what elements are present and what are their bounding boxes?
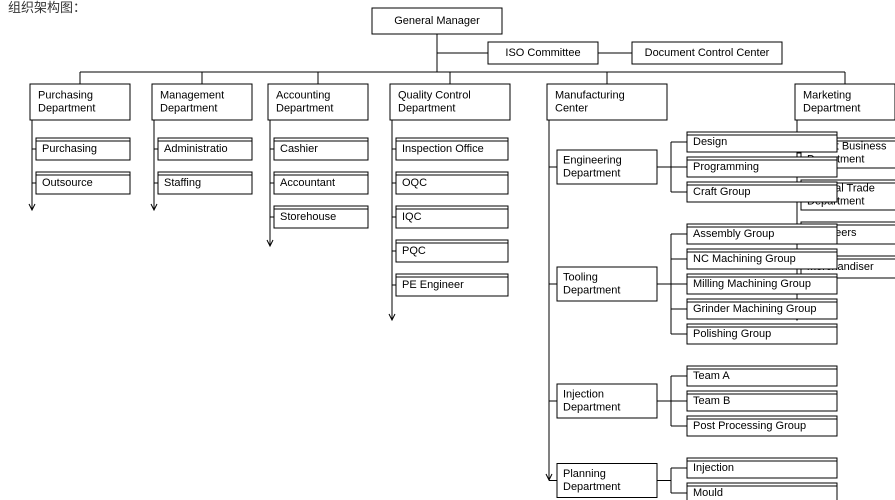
org-label: Marketing bbox=[803, 89, 851, 101]
org-label: Purchasing bbox=[38, 89, 93, 101]
org-label: Injection bbox=[563, 388, 604, 400]
org-label: Engineering bbox=[563, 154, 622, 166]
org-label: Manufacturing bbox=[555, 89, 625, 101]
org-label: Staffing bbox=[164, 177, 201, 189]
org-label: Injection bbox=[693, 462, 734, 474]
org-label: Department bbox=[563, 167, 620, 179]
org-label: Assembly Group bbox=[693, 228, 774, 240]
org-label: General Manager bbox=[394, 15, 480, 27]
org-label: Department bbox=[398, 102, 455, 114]
org-label: Polishing Group bbox=[693, 328, 771, 340]
org-label: Cashier bbox=[280, 143, 318, 155]
org-label: IQC bbox=[402, 211, 422, 223]
org-label: Administratio bbox=[164, 143, 228, 155]
org-label: Milling Machining Group bbox=[693, 278, 811, 290]
org-label: Team A bbox=[693, 370, 730, 382]
org-label: Grinder Machining Group bbox=[693, 303, 817, 315]
org-label: Craft Group bbox=[693, 186, 750, 198]
page-title: 组织架构图： bbox=[8, 0, 86, 15]
org-label: Department bbox=[160, 102, 217, 114]
org-label: NC Machining Group bbox=[693, 253, 796, 265]
org-label: Quality Control bbox=[398, 89, 471, 101]
org-label: PE Engineer bbox=[402, 279, 464, 291]
org-label: Tooling bbox=[563, 271, 598, 283]
org-label: Purchasing bbox=[42, 143, 97, 155]
org-label: Department bbox=[563, 481, 620, 493]
org-label: Programming bbox=[693, 161, 759, 173]
org-label: Document Control Center bbox=[645, 47, 770, 59]
org-label: OQC bbox=[402, 177, 427, 189]
org-label: Accountant bbox=[280, 177, 335, 189]
org-label: Team B bbox=[693, 395, 730, 407]
org-label: Management bbox=[160, 89, 224, 101]
org-label: Outsource bbox=[42, 177, 93, 189]
org-label: Post Processing Group bbox=[693, 420, 806, 432]
org-label: PQC bbox=[402, 245, 426, 257]
org-label: Department bbox=[276, 102, 333, 114]
org-label: Inspection Office bbox=[402, 143, 484, 155]
org-label: Design bbox=[693, 136, 727, 148]
org-label: Department bbox=[38, 102, 95, 114]
org-label: Accounting bbox=[276, 89, 330, 101]
org-label: Department bbox=[563, 284, 620, 296]
org-label: Planning bbox=[563, 468, 606, 480]
org-label: Center bbox=[555, 102, 588, 114]
org-label: ISO Committee bbox=[505, 47, 580, 59]
org-label: Storehouse bbox=[280, 211, 336, 223]
org-label: Mould bbox=[693, 487, 723, 499]
org-label: Department bbox=[803, 102, 860, 114]
org-label: Department bbox=[563, 401, 620, 413]
